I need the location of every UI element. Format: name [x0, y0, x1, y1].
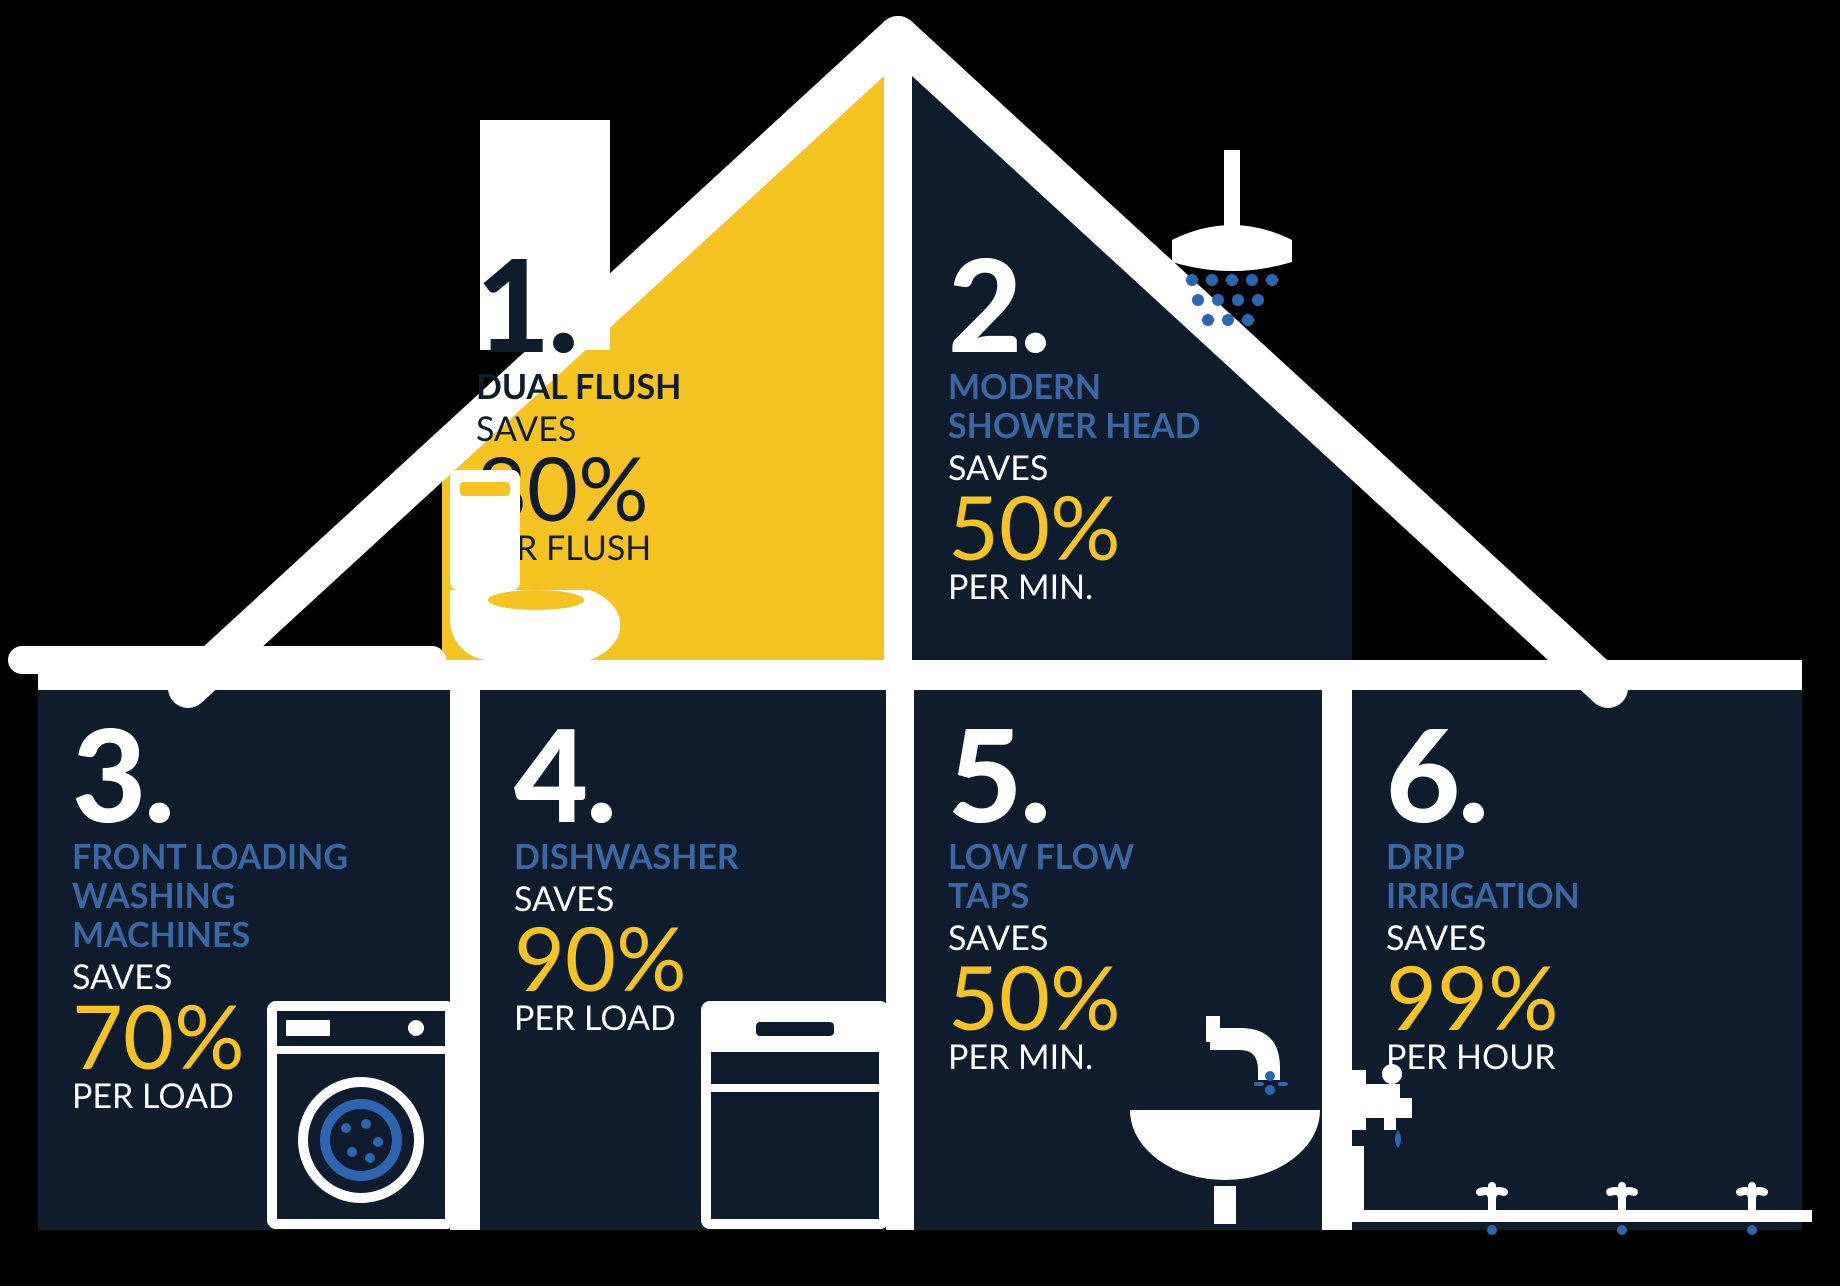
cell-title-line1: MODERN: [948, 367, 1320, 406]
toilet-icon: [440, 460, 620, 680]
faucet-sink-icon: [1110, 990, 1340, 1230]
cell-number: 6.: [1386, 716, 1768, 831]
cell-percent: 90%: [514, 913, 852, 1001]
washing-machine-icon: [266, 1000, 456, 1230]
cell-title-line1: LOW FLOW: [948, 837, 1288, 876]
cell-number: 5.: [948, 716, 1288, 831]
shower-icon: [1140, 150, 1320, 370]
cell-number: 4.: [514, 716, 852, 831]
cell-percent: 50%: [948, 482, 1320, 570]
infographic-stage: 1. DUAL FLUSH SAVES 80% PER FLUSH 2. MOD…: [0, 0, 1840, 1286]
cell-unit: PER MIN.: [948, 566, 1320, 607]
cell-title-line2: WASHING MACHINES: [72, 876, 416, 954]
cell-number: 1.: [476, 246, 850, 361]
cell-title-line2: IRRIGATION: [1386, 876, 1768, 915]
drip-irrigation-icon: [1352, 1060, 1822, 1240]
cell-title-line2: TAPS: [948, 876, 1288, 915]
cell-title-line1: DRIP: [1386, 837, 1768, 876]
cell-number: 3.: [72, 716, 416, 831]
cell-title-line2: SHOWER HEAD: [948, 406, 1320, 445]
cell-title: DISHWASHER: [514, 837, 852, 876]
cell-title-line1: FRONT LOADING: [72, 837, 416, 876]
cell-percent: 99%: [1386, 952, 1768, 1040]
dishwasher-icon: [700, 1000, 890, 1230]
cell-title: DUAL FLUSH: [476, 367, 850, 406]
